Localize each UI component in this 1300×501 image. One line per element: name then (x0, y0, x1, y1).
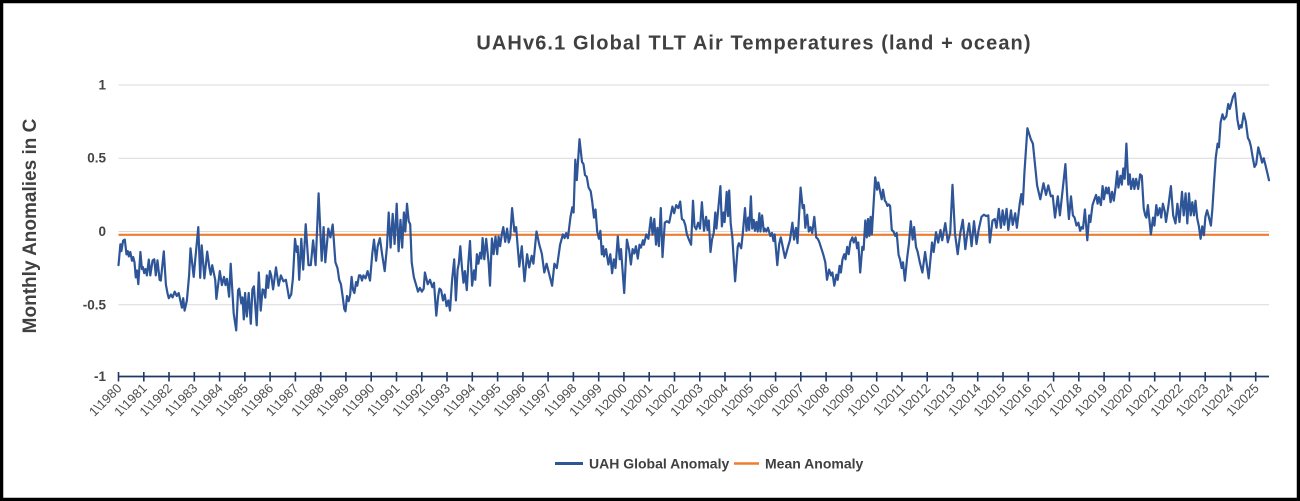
svg-text:0.5: 0.5 (87, 151, 106, 166)
svg-text:-1: -1 (94, 369, 106, 384)
svg-text:UAH Global Anomaly: UAH Global Anomaly (589, 456, 729, 472)
svg-text:Monthly Anomalies in C: Monthly Anomalies in C (20, 118, 41, 333)
svg-text:1: 1 (98, 78, 106, 93)
svg-text:0: 0 (98, 224, 106, 239)
svg-text:-0.5: -0.5 (83, 297, 107, 312)
svg-text:UAHv6.1 Global TLT Air Tempera: UAHv6.1 Global TLT Air Temperatures (lan… (476, 33, 1031, 55)
svg-text:Mean Anomaly: Mean Anomaly (765, 456, 863, 472)
